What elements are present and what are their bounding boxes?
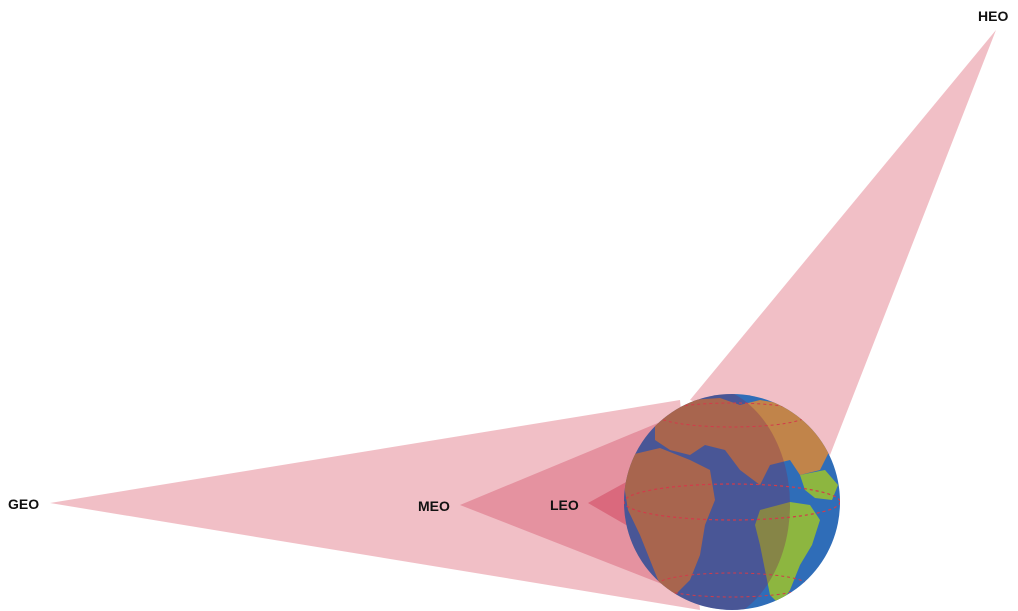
earth-globe-icon <box>624 394 840 610</box>
heo-label: HEO <box>978 8 1008 24</box>
north-america-landmass <box>800 470 838 500</box>
south-america-landmass <box>755 502 820 605</box>
europe-landmass <box>655 398 830 485</box>
leo-label: LEO <box>550 497 579 513</box>
geo-coverage-cone <box>50 400 700 610</box>
heo-coverage-cone <box>690 30 996 455</box>
meo-label: MEO <box>418 498 450 514</box>
geo-label: GEO <box>8 496 39 512</box>
